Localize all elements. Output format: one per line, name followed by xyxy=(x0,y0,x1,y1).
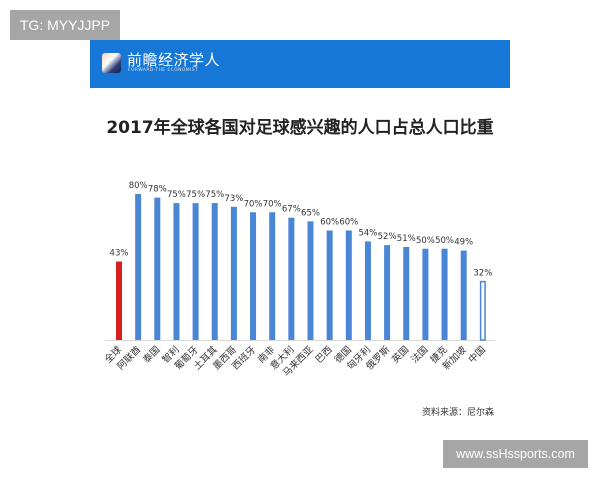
bar-新加坡 xyxy=(460,250,467,340)
data-label: 43% xyxy=(110,249,129,259)
data-label: 50% xyxy=(435,236,454,246)
bar-西班牙 xyxy=(250,212,257,340)
data-label: 32% xyxy=(473,269,492,279)
data-label: 51% xyxy=(397,234,416,244)
bar-墨西哥 xyxy=(230,206,237,340)
bar-阿联酋 xyxy=(135,194,142,340)
x-tick-label: 泰国 xyxy=(140,344,162,366)
bar-中国 xyxy=(479,280,486,341)
bar-土耳其 xyxy=(211,203,218,340)
data-label: 78% xyxy=(148,185,167,195)
data-label: 70% xyxy=(263,199,282,209)
brand-banner: 前瞻经济学人 FORWARD-THE ECONOMIST xyxy=(90,40,510,88)
data-label: 75% xyxy=(205,190,224,200)
data-label: 75% xyxy=(167,190,186,200)
data-label: 80% xyxy=(129,181,148,191)
bar-匈牙利 xyxy=(364,241,371,340)
data-label: 60% xyxy=(339,218,358,228)
x-tick-label: 中国 xyxy=(466,344,488,366)
source-note: 资料来源：尼尔森 xyxy=(421,408,494,418)
bar-葡萄牙 xyxy=(192,203,199,340)
data-label: 52% xyxy=(378,232,397,242)
chart-title: 2017年全球各国对足球感兴趣的人口占总人口比重 xyxy=(106,118,494,138)
bar-泰国 xyxy=(154,197,161,340)
bar-意大利 xyxy=(288,217,295,340)
data-label: 60% xyxy=(320,218,339,228)
watermark-top: TG: MYYJJPP xyxy=(10,10,120,40)
watermark-bottom: www.ssHssports.com xyxy=(443,440,588,468)
data-label: 54% xyxy=(358,228,377,238)
x-tick-label: 巴西 xyxy=(314,344,335,365)
bar-南非 xyxy=(269,212,276,340)
x-tick-label: 英国 xyxy=(389,344,411,366)
data-label: 75% xyxy=(186,190,205,200)
bar-智利 xyxy=(173,203,180,340)
logo-text: 前瞻经济学人 xyxy=(127,51,221,69)
logo-avatar-icon xyxy=(102,53,121,73)
bar-全球 xyxy=(116,261,122,340)
data-label: 73% xyxy=(224,194,243,204)
data-label: 65% xyxy=(301,208,320,218)
bar-俄罗斯 xyxy=(384,245,391,340)
data-label: 49% xyxy=(454,238,473,248)
bar-法国 xyxy=(422,248,429,340)
data-label: 70% xyxy=(244,199,263,209)
data-label: 67% xyxy=(282,205,301,215)
bar-德国 xyxy=(345,230,352,340)
logo-subtext: FORWARD-THE ECONOMIST xyxy=(128,68,199,73)
bar-巴西 xyxy=(326,230,333,340)
x-tick-label: 法国 xyxy=(409,344,431,366)
bar-马来西亚 xyxy=(307,221,314,340)
bar-英国 xyxy=(403,246,410,340)
bar-捷克 xyxy=(441,248,448,340)
data-label: 50% xyxy=(416,236,435,246)
